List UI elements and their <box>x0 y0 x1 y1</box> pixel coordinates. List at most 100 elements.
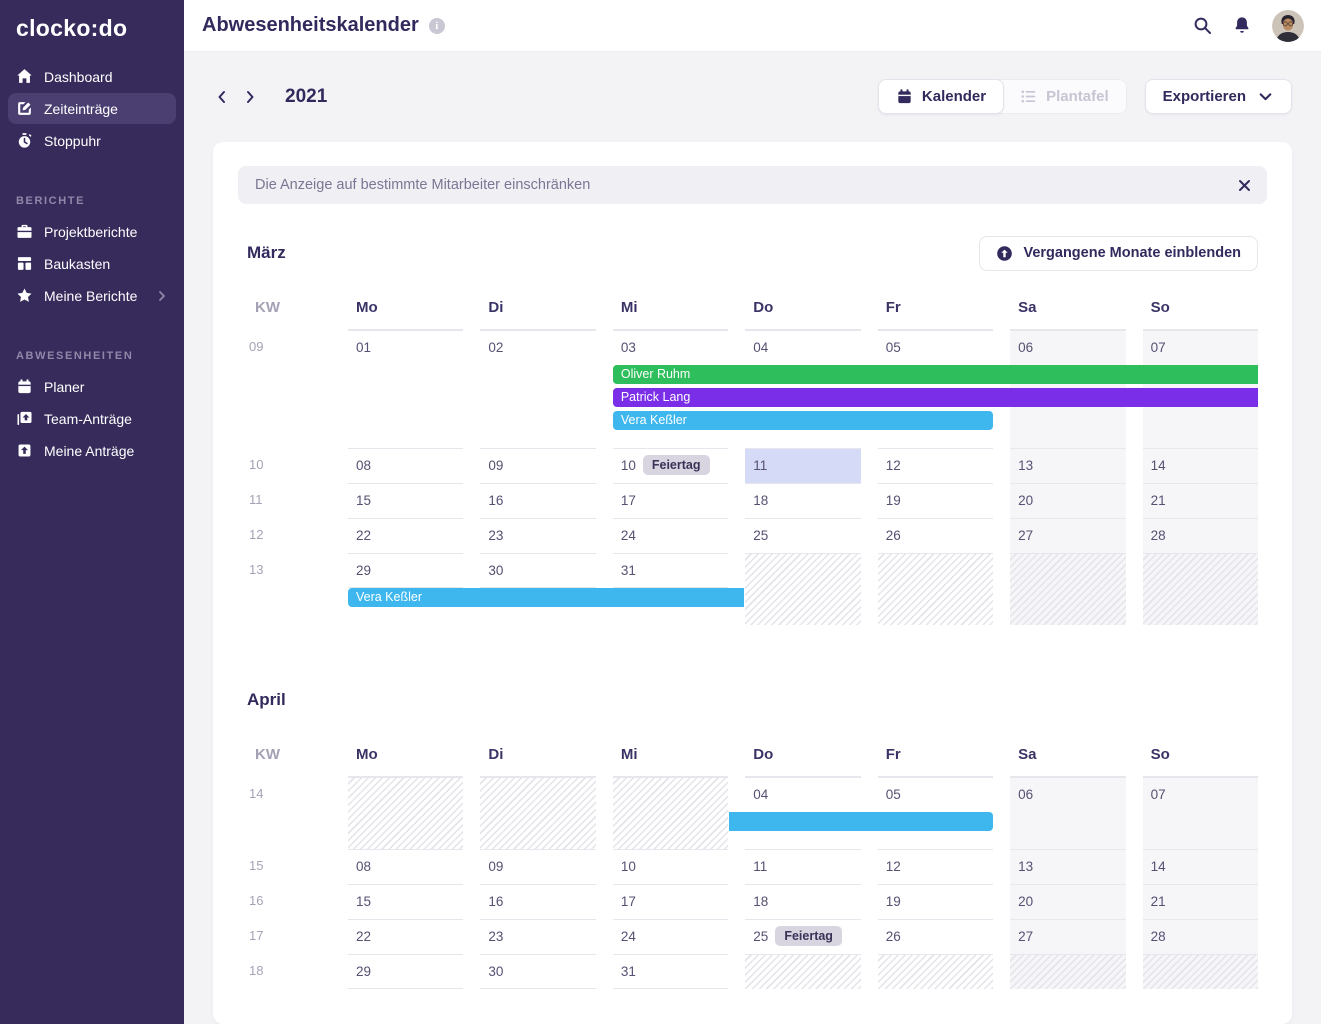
sidebar-item-meine-anträge[interactable]: Meine Anträge <box>8 435 176 466</box>
day-number: 30 <box>488 964 504 979</box>
event-bar[interactable]: Vera Keßler <box>612 411 994 430</box>
day-cell-27[interactable]: 27 <box>1010 518 1126 553</box>
sidebar-item-dashboard[interactable]: Dashboard <box>8 61 176 92</box>
day-number: 15 <box>356 493 372 508</box>
user-avatar[interactable] <box>1272 9 1304 42</box>
day-cell-09[interactable]: 09 <box>480 849 596 884</box>
day-cell-20[interactable]: 20 <box>1010 884 1126 919</box>
day-number: 25 <box>753 929 769 944</box>
day-cell-29[interactable]: 29 <box>348 954 464 989</box>
weekday-header-fr: Fr <box>877 737 994 777</box>
day-cell-22[interactable]: 22 <box>348 518 464 553</box>
day-cell-06[interactable]: 06 <box>1010 777 1126 812</box>
day-cell-02[interactable]: 02 <box>480 330 596 365</box>
day-cell-14[interactable]: 14 <box>1142 448 1258 483</box>
show-past-months-button[interactable]: Vergangene Monate einblenden <box>979 235 1258 271</box>
sidebar-item-team-anträge[interactable]: Team-Anträge <box>8 403 176 434</box>
day-cell-07[interactable]: 07 <box>1142 330 1258 365</box>
sidebar-item-meine-berichte[interactable]: Meine Berichte <box>8 280 176 311</box>
day-number: 07 <box>1150 340 1166 355</box>
day-cell-28[interactable]: 28 <box>1142 518 1258 553</box>
day-cell-19[interactable]: 19 <box>877 884 994 919</box>
day-cell-21[interactable]: 21 <box>1142 483 1258 518</box>
day-cell-08[interactable]: 08 <box>348 849 464 884</box>
day-number: 06 <box>1018 787 1034 802</box>
search-icon[interactable] <box>1193 16 1212 35</box>
event-bar[interactable]: Oliver Ruhm <box>612 365 1258 384</box>
calendar-week-row: 14 04 05 06 07 <box>247 777 1258 849</box>
day-cell-14[interactable]: 14 <box>1142 849 1258 884</box>
day-cell-17[interactable]: 17 <box>612 483 729 518</box>
day-cell-28[interactable]: 28 <box>1142 919 1258 954</box>
day-cell-30[interactable]: 30 <box>480 553 596 588</box>
sidebar-item-label: Dashboard <box>44 68 113 85</box>
export-button[interactable]: Exportieren <box>1144 79 1292 114</box>
modules-icon <box>16 255 33 272</box>
day-cell-12[interactable]: 12 <box>877 849 994 884</box>
day-cell-07[interactable]: 07 <box>1142 777 1258 812</box>
day-cell-24[interactable]: 24 <box>612 518 729 553</box>
day-cell-09[interactable]: 09 <box>480 448 596 483</box>
day-cell-10[interactable]: 10 Feiertag <box>612 448 729 483</box>
day-cell-26[interactable]: 26 <box>877 518 994 553</box>
day-cell-04[interactable]: 04 <box>745 330 861 365</box>
day-cell-23[interactable]: 23 <box>480 919 596 954</box>
event-bar[interactable]: Vera Keßler <box>348 588 745 607</box>
day-cell-15[interactable]: 15 <box>348 884 464 919</box>
day-cell-18[interactable]: 18 <box>745 884 861 919</box>
day-cell-18[interactable]: 18 <box>745 483 861 518</box>
event-bar[interactable]: Patrick Lang <box>612 388 1258 407</box>
employee-filter-input[interactable] <box>238 166 1267 204</box>
day-cell-25[interactable]: 25 Feiertag <box>745 919 861 954</box>
day-cell-08[interactable]: 08 <box>348 448 464 483</box>
week-number: 17 <box>249 928 264 943</box>
previous-year-button[interactable] <box>213 88 231 106</box>
day-cell-24[interactable]: 24 <box>612 919 729 954</box>
view-board-button[interactable]: Plantafel <box>1003 80 1126 113</box>
next-year-button[interactable] <box>241 88 259 106</box>
day-cell-15[interactable]: 15 <box>348 483 464 518</box>
clear-filter-icon[interactable] <box>1230 171 1258 199</box>
day-cell-12[interactable]: 12 <box>877 448 994 483</box>
day-cell-03[interactable]: 03 <box>612 330 729 365</box>
day-cell-05[interactable]: 05 <box>877 330 994 365</box>
day-cell-10[interactable]: 10 <box>612 849 729 884</box>
sidebar-item-planer[interactable]: Planer <box>8 371 176 402</box>
day-cell-26[interactable]: 26 <box>877 919 994 954</box>
day-cell-23[interactable]: 23 <box>480 518 596 553</box>
sidebar-item-baukasten[interactable]: Baukasten <box>8 248 176 279</box>
day-cell-11[interactable]: 11 <box>745 849 861 884</box>
weekend-column-background <box>1142 777 1258 989</box>
sidebar-item-stoppuhr[interactable]: Stoppuhr <box>8 125 176 156</box>
day-cell-13[interactable]: 13 <box>1010 849 1126 884</box>
bell-icon[interactable] <box>1233 16 1251 35</box>
day-cell-22[interactable]: 22 <box>348 919 464 954</box>
day-number: 04 <box>753 340 769 355</box>
day-cell-19[interactable]: 19 <box>877 483 994 518</box>
view-calendar-button[interactable]: Kalender <box>877 79 1005 114</box>
day-cell-01[interactable]: 01 <box>348 330 464 365</box>
sidebar-item-zeiteinträge[interactable]: Zeiteinträge <box>8 93 176 124</box>
day-cell-04[interactable]: 04 <box>745 777 861 812</box>
day-cell-20[interactable]: 20 <box>1010 483 1126 518</box>
day-cell-11[interactable]: 11 <box>745 448 861 483</box>
day-cell-16[interactable]: 16 <box>480 483 596 518</box>
day-number: 08 <box>356 859 372 874</box>
day-cell-31[interactable]: 31 <box>612 954 729 989</box>
event-bar[interactable] <box>729 812 994 831</box>
info-icon[interactable]: i <box>428 17 445 34</box>
day-cell-06[interactable]: 06 <box>1010 330 1126 365</box>
sidebar-item-projektberichte[interactable]: Projektberichte <box>8 216 176 247</box>
day-cell-13[interactable]: 13 <box>1010 448 1126 483</box>
day-cell-25[interactable]: 25 <box>745 518 861 553</box>
day-cell-29[interactable]: 29 <box>348 553 464 588</box>
day-cell-31[interactable]: 31 <box>612 553 729 588</box>
day-cell-17[interactable]: 17 <box>612 884 729 919</box>
day-cell-21[interactable]: 21 <box>1142 884 1258 919</box>
day-cell-27[interactable]: 27 <box>1010 919 1126 954</box>
day-cell-out-of-month <box>745 553 861 625</box>
day-cell-30[interactable]: 30 <box>480 954 596 989</box>
day-cell-16[interactable]: 16 <box>480 884 596 919</box>
month-header: April <box>247 681 1258 719</box>
day-cell-05[interactable]: 05 <box>877 777 994 812</box>
